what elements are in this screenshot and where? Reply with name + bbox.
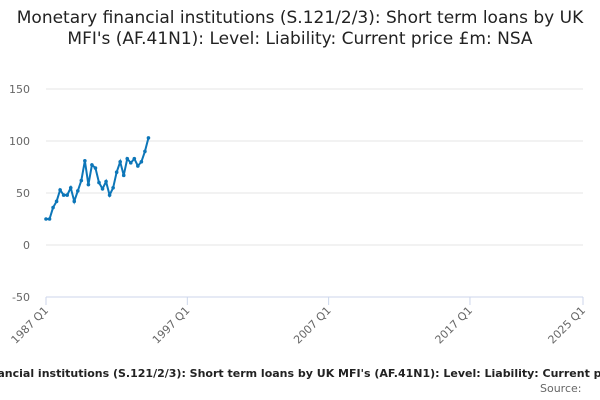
data-point xyxy=(90,163,94,167)
data-point xyxy=(139,160,144,164)
y-tick-label: -50 xyxy=(12,291,30,304)
data-point xyxy=(47,217,52,221)
data-point xyxy=(114,170,119,174)
y-tick-label: 150 xyxy=(9,83,30,96)
data-point xyxy=(93,166,98,170)
data-point xyxy=(136,164,140,168)
y-tick-label: 100 xyxy=(9,135,30,148)
legend-label: Monetary financial institutions (S.121/2… xyxy=(0,367,600,380)
source: Source: xyxy=(540,382,582,395)
data-point xyxy=(54,199,59,204)
series-line xyxy=(46,137,150,220)
data-point xyxy=(97,180,101,185)
data-point xyxy=(107,193,112,197)
data-point xyxy=(118,160,122,164)
data-point xyxy=(61,193,66,197)
data-point xyxy=(132,156,137,161)
data-point xyxy=(58,188,62,192)
x-tick-label: 2007 Q1 xyxy=(291,304,334,347)
data-point xyxy=(128,161,133,165)
data-point xyxy=(51,205,55,210)
x-tick-label: 2025 Q1 xyxy=(546,304,589,347)
data-point xyxy=(44,217,48,221)
data-point xyxy=(143,149,147,154)
data-point xyxy=(125,156,130,161)
chart-title: Monetary financial institutions (S.121/2… xyxy=(16,8,584,49)
x-tick-label: 1997 Q1 xyxy=(150,304,193,347)
y-tick-label: 50 xyxy=(16,187,30,200)
data-point xyxy=(86,182,91,187)
data-point xyxy=(72,199,77,204)
data-point xyxy=(79,178,84,183)
data-point xyxy=(65,193,69,197)
data-point xyxy=(68,186,73,190)
data-point xyxy=(83,158,87,163)
data-point xyxy=(75,189,80,193)
y-tick-label: 0 xyxy=(23,239,30,252)
data-point xyxy=(146,136,151,140)
data-point xyxy=(104,179,108,184)
data-point xyxy=(100,187,105,191)
data-point xyxy=(121,173,126,178)
data-point xyxy=(111,186,115,190)
x-tick-label: 1987 Q1 xyxy=(9,304,52,347)
x-tick-label: 2017 Q1 xyxy=(433,304,476,347)
